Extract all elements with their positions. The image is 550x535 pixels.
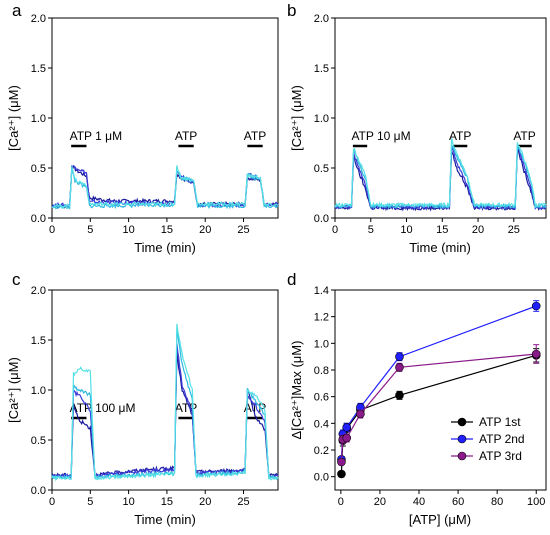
- x-axis-label: Time (min): [409, 240, 471, 255]
- x-tick-label: 0: [338, 496, 344, 508]
- panel-d: d 0 20 40 60 80 100 0.0 0.2 0.4 0.6 0.8 1.0 1.2 1.4 [AT…: [287, 270, 547, 527]
- y-tick-label: 2.0: [31, 13, 46, 25]
- y-tick-label: 1.0: [31, 113, 46, 125]
- x-tick-label: 20: [472, 224, 484, 236]
- y-tick-label: 0.2: [314, 445, 329, 457]
- y-axis-label: [Ca²⁺] (μM): [6, 85, 21, 151]
- y-tick-label: 1.5: [31, 335, 46, 347]
- stimulus-label: ATP: [175, 129, 197, 143]
- stimulus-label: ATP 100 μM: [70, 401, 136, 415]
- y-tick-label: 2.0: [31, 285, 46, 297]
- panel-b: b 0 5 10 15 20 25 0.0 0.5 1.0 1.5 2.0 Time (min) [Ca²…: [287, 1, 547, 255]
- x-axis-label: Time (min): [134, 512, 196, 527]
- x-tick-label: 15: [436, 224, 448, 236]
- legend-marker: [457, 434, 467, 444]
- trace-series-2: [334, 144, 547, 211]
- y-tick-label: 0.5: [314, 163, 329, 175]
- x-tick-label: 5: [87, 224, 93, 236]
- data-point: [531, 349, 541, 359]
- x-tick-label: 0: [332, 224, 338, 236]
- y-tick-label: 1.0: [31, 385, 46, 397]
- legend-entry: ATP 1st: [479, 415, 521, 429]
- data-point: [342, 433, 352, 443]
- stimulus-label: ATP: [244, 401, 266, 415]
- x-tick-label: 0: [49, 224, 55, 236]
- stimulus-label: ATP: [175, 401, 197, 415]
- data-point: [342, 423, 352, 432]
- data-point: [337, 469, 346, 479]
- y-tick-label: 0.6: [314, 392, 329, 404]
- trace-series-4: [51, 165, 279, 210]
- y-tick-label: 0.8: [314, 365, 329, 377]
- panel-letter: a: [12, 1, 22, 20]
- trace-series-3: [334, 144, 547, 210]
- y-tick-label: 1.5: [314, 63, 329, 75]
- y-tick-label: 1.0: [314, 338, 329, 350]
- x-tick-label: 20: [199, 224, 211, 236]
- trace-series-4: [334, 138, 547, 209]
- y-tick-label: 1.5: [31, 63, 46, 75]
- x-tick-label: 100: [527, 496, 545, 508]
- legend-marker: [457, 417, 467, 427]
- x-tick-label: 40: [413, 496, 425, 508]
- y-tick-label: 0.5: [31, 435, 46, 447]
- y-tick-label: 0.4: [314, 418, 329, 430]
- data-point: [395, 391, 404, 400]
- y-axis-label: [Ca²⁺] (μM): [289, 85, 304, 151]
- x-tick-label: 15: [161, 496, 173, 508]
- trace-series-1: [51, 353, 279, 478]
- x-tick-label: 80: [491, 496, 503, 508]
- legend-entry: ATP 2nd: [479, 432, 525, 446]
- y-tick-label: 1.0: [314, 113, 329, 125]
- legend-entry: ATP 3rd: [479, 449, 522, 463]
- data-point: [395, 352, 404, 361]
- x-axis-label: Time (min): [134, 240, 196, 255]
- panel-letter: c: [12, 270, 21, 289]
- plot-frame: [51, 17, 279, 219]
- y-tick-label: 1.2: [314, 312, 329, 324]
- panel-a: a 0 5 10 15 20 25 0.0 0.5 1.0 1.5 2.0 Time (min) [Ca²…: [6, 1, 279, 255]
- y-tick-label: 0.5: [31, 163, 46, 175]
- stimulus-label: ATP: [244, 129, 266, 143]
- y-tick-label: 2.0: [314, 13, 329, 25]
- x-tick-label: 10: [122, 224, 134, 236]
- stimulus-label: ATP: [513, 129, 535, 143]
- y-axis-label: Δ[Ca²⁺]Max (μM): [289, 341, 304, 440]
- trace-series-2: [51, 343, 279, 480]
- x-tick-label: 15: [161, 224, 173, 236]
- x-tick-label: 20: [199, 496, 211, 508]
- x-tick-label: 60: [452, 496, 464, 508]
- stimulus-label: ATP: [449, 129, 471, 143]
- y-tick-label: 0.0: [31, 213, 46, 225]
- y-axis-label: [Ca²⁺] (μM): [6, 357, 21, 423]
- panel-c: c 0 5 10 15 20 25 0.0 0.5 1.0 1.5 2.0 Time (min) [Ca²…: [6, 270, 279, 527]
- data-point: [531, 301, 541, 311]
- trace-series-4: [51, 323, 279, 482]
- x-tick-label: 25: [237, 496, 249, 508]
- panel-letter: d: [287, 270, 296, 289]
- data-point: [356, 409, 365, 419]
- panel-letter: b: [287, 1, 296, 20]
- x-tick-label: 5: [368, 224, 374, 236]
- x-tick-label: 5: [87, 496, 93, 508]
- x-tick-label: 25: [237, 224, 249, 236]
- stimulus-label: ATP 1 μM: [70, 129, 122, 143]
- y-tick-label: 0.0: [31, 485, 46, 497]
- plot-frame: [334, 289, 547, 491]
- y-tick-label: 1.4: [314, 285, 329, 297]
- y-tick-label: 0.0: [314, 472, 329, 484]
- stimulus-label: ATP 10 μM: [351, 129, 410, 143]
- x-tick-label: 25: [508, 224, 520, 236]
- x-tick-label: 0: [49, 496, 55, 508]
- plot-frame: [51, 289, 279, 491]
- y-tick-label: 0.0: [314, 213, 329, 225]
- x-tick-label: 10: [122, 496, 134, 508]
- x-tick-label: 20: [374, 496, 386, 508]
- data-point: [337, 457, 346, 467]
- x-tick-label: 10: [400, 224, 412, 236]
- x-axis-label: [ATP] (μM): [409, 512, 471, 527]
- data-point: [395, 363, 404, 372]
- legend-marker: [457, 451, 467, 461]
